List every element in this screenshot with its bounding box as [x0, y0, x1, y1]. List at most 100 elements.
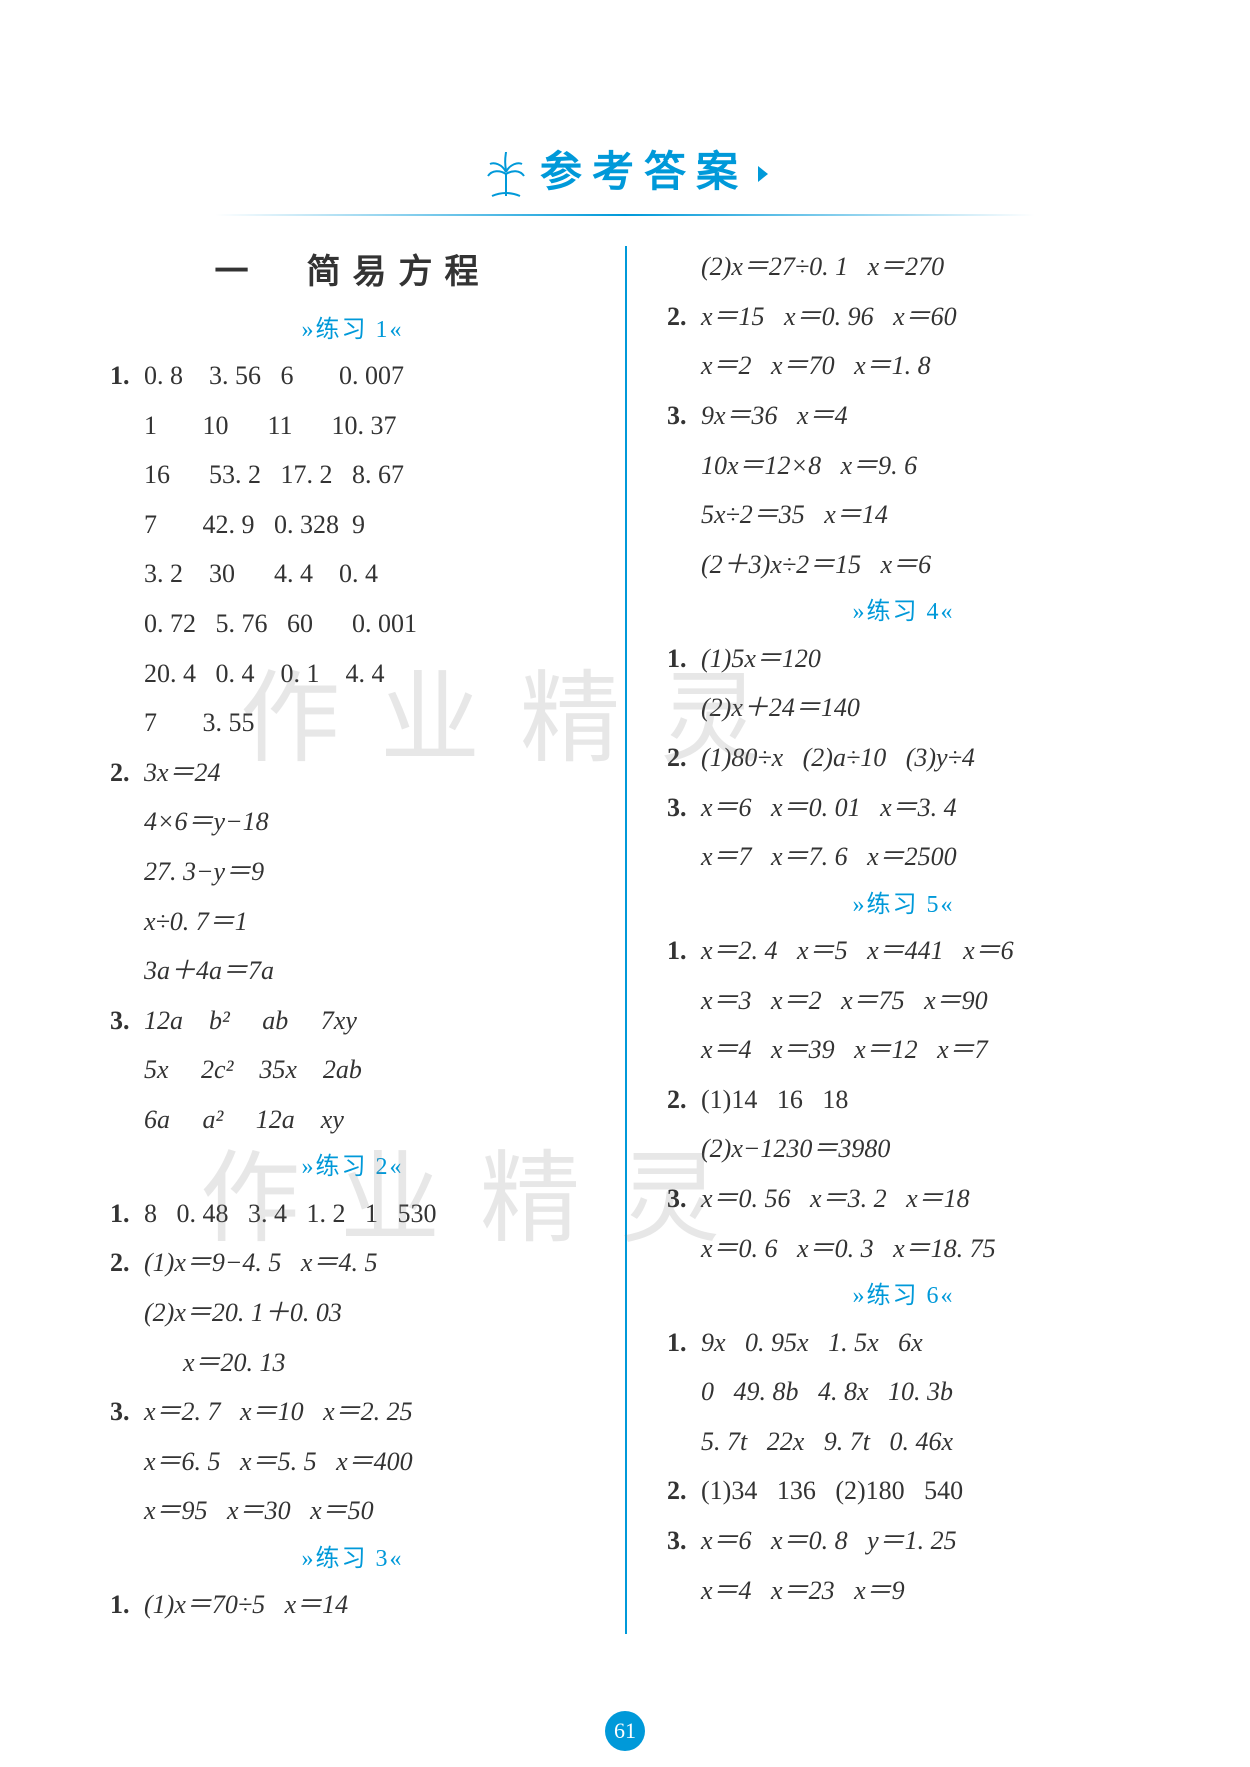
item-number: 1. — [667, 638, 701, 680]
answer-line: (2)x−1230＝3980 — [667, 1128, 1140, 1170]
answer-line: x＝6. 5 x＝5. 5 x＝400 — [110, 1441, 595, 1483]
answer-line: 1.x＝2. 4 x＝5 x＝441 x＝6 — [667, 930, 1140, 972]
answer-line: 3.9x＝36 x＝4 — [667, 395, 1140, 437]
answer-line: (2)x＋24＝140 — [667, 687, 1140, 729]
answer-line: 3.x＝0. 56 x＝3. 2 x＝18 — [667, 1178, 1140, 1220]
answer-text: x＝15 x＝0. 96 x＝60 — [701, 296, 1140, 338]
item-number: 3. — [667, 1520, 701, 1562]
item-number: 2. — [667, 1079, 701, 1121]
answer-line: 7 42. 9 0. 328 9 — [110, 504, 595, 546]
item-number: 3. — [667, 787, 701, 829]
answer-line: 1.0. 8 3. 56 6 0. 007 — [110, 355, 595, 397]
answer-text: x＝20. 13 — [144, 1342, 595, 1384]
answer-line: 10x＝12×8 x＝9. 6 — [667, 445, 1140, 487]
answer-line: 2.3x＝24 — [110, 752, 595, 794]
answer-line: x÷0. 7＝1 — [110, 901, 595, 943]
answer-line: x＝7 x＝7. 6 x＝2500 — [667, 836, 1140, 878]
exercise-label: »练习 4« — [667, 593, 1140, 631]
item-number: 1. — [667, 930, 701, 972]
exercise-label: »练习 3« — [110, 1540, 595, 1578]
answer-line: 3. 2 30 4. 4 0. 4 — [110, 553, 595, 595]
answer-text: (2)x＝20. 1＋0. 03 — [144, 1292, 595, 1334]
answer-text: (2＋3)x÷2＝15 x＝6 — [701, 544, 1140, 586]
answer-text: 16 53. 2 17. 2 8. 67 — [144, 454, 595, 496]
answer-line: 5. 7t 22x 9. 7t 0. 46x — [667, 1421, 1140, 1463]
answer-line: 5x 2c² 35x 2ab — [110, 1049, 595, 1091]
title-wrap: 参考答案 — [482, 140, 768, 207]
answer-text: 10x＝12×8 x＝9. 6 — [701, 445, 1140, 487]
answer-text: 8 0. 48 3. 4 1. 2 1 530 — [144, 1193, 595, 1235]
answer-text: x÷0. 7＝1 — [144, 901, 595, 943]
answer-line: 3.12a b² ab 7xy — [110, 1000, 595, 1042]
answer-text: 7 3. 55 — [144, 702, 595, 744]
answer-line: (2＋3)x÷2＝15 x＝6 — [667, 544, 1140, 586]
answer-text: 3. 2 30 4. 4 0. 4 — [144, 553, 595, 595]
answer-line: 1.(1)5x＝120 — [667, 638, 1140, 680]
answer-text: 3a＋4a＝7a — [144, 950, 595, 992]
answer-line: 3.x＝6 x＝0. 01 x＝3. 4 — [667, 787, 1140, 829]
answer-text: x＝3 x＝2 x＝75 x＝90 — [701, 980, 1140, 1022]
answer-text: 5x÷2＝35 x＝14 — [701, 494, 1140, 536]
answer-text: x＝0. 56 x＝3. 2 x＝18 — [701, 1178, 1140, 1220]
answer-text: (2)x＋24＝140 — [701, 687, 1140, 729]
answer-line: 3a＋4a＝7a — [110, 950, 595, 992]
item-number: 3. — [667, 395, 701, 437]
answer-text: x＝95 x＝30 x＝50 — [144, 1490, 595, 1532]
answer-line: x＝3 x＝2 x＝75 x＝90 — [667, 980, 1140, 1022]
item-number: 2. — [110, 1242, 144, 1284]
exercise-label: »练习 6« — [667, 1277, 1140, 1315]
answer-line: 5x÷2＝35 x＝14 — [667, 494, 1140, 536]
right-column: (2)x＝27÷0. 1 x＝2702.x＝15 x＝0. 96 x＝60x＝2… — [625, 246, 1160, 1634]
answer-line: x＝20. 13 — [110, 1342, 595, 1384]
answer-text: x＝2. 7 x＝10 x＝2. 25 — [144, 1391, 595, 1433]
answer-text: x＝2. 4 x＝5 x＝441 x＝6 — [701, 930, 1140, 972]
content-columns: 一 简易方程 »练习 1«1.0. 8 3. 56 6 0. 0071 10 1… — [0, 236, 1250, 1634]
answer-line: 2.x＝15 x＝0. 96 x＝60 — [667, 296, 1140, 338]
exercise-label: »练习 2« — [110, 1148, 595, 1186]
answer-line: 20. 4 0. 4 0. 1 4. 4 — [110, 653, 595, 695]
answer-line: 3.x＝6 x＝0. 8 y＝1. 25 — [667, 1520, 1140, 1562]
answer-line: (2)x＝27÷0. 1 x＝270 — [667, 246, 1140, 288]
answer-line: 2.(1)34 136 (2)180 540 — [667, 1470, 1140, 1512]
answer-line: 1.9x 0. 95x 1. 5x 6x — [667, 1322, 1140, 1364]
item-number: 3. — [667, 1178, 701, 1220]
item-number: 2. — [667, 1470, 701, 1512]
item-number: 2. — [110, 752, 144, 794]
answer-text: (1)34 136 (2)180 540 — [701, 1470, 1140, 1512]
answer-line: x＝0. 6 x＝0. 3 x＝18. 75 — [667, 1228, 1140, 1270]
answer-text: 5x 2c² 35x 2ab — [144, 1049, 595, 1091]
answer-text: 0. 8 3. 56 6 0. 007 — [144, 355, 595, 397]
answer-line: 16 53. 2 17. 2 8. 67 — [110, 454, 595, 496]
answer-text: 9x＝36 x＝4 — [701, 395, 1140, 437]
answer-line: 6a a² 12a xy — [110, 1099, 595, 1141]
answer-text: 5. 7t 22x 9. 7t 0. 46x — [701, 1421, 1140, 1463]
answer-line: 7 3. 55 — [110, 702, 595, 744]
answer-text: x＝0. 6 x＝0. 3 x＝18. 75 — [701, 1228, 1140, 1270]
section-title: 一 简易方程 — [110, 246, 595, 300]
answer-text: 3x＝24 — [144, 752, 595, 794]
answer-line: 2.(1)14 16 18 — [667, 1079, 1140, 1121]
answer-line: 1.8 0. 48 3. 4 1. 2 1 530 — [110, 1193, 595, 1235]
answer-line: x＝95 x＝30 x＝50 — [110, 1490, 595, 1532]
answer-text: 27. 3−y＝9 — [144, 851, 595, 893]
answer-text: x＝7 x＝7. 6 x＝2500 — [701, 836, 1140, 878]
answer-text: 4×6＝y−18 — [144, 801, 595, 843]
exercise-label: »练习 5« — [667, 886, 1140, 924]
item-number: 3. — [110, 1391, 144, 1433]
answer-line: 3.x＝2. 7 x＝10 x＝2. 25 — [110, 1391, 595, 1433]
page-number: 61 — [605, 1711, 645, 1751]
answer-text: x＝4 x＝39 x＝12 x＝7 — [701, 1029, 1140, 1071]
answer-text: (2)x−1230＝3980 — [701, 1128, 1140, 1170]
answer-text: (1)x＝70÷5 x＝14 — [144, 1584, 595, 1626]
palm-tree-icon — [482, 150, 530, 198]
answer-line: 4×6＝y−18 — [110, 801, 595, 843]
answer-text: x＝6 x＝0. 01 x＝3. 4 — [701, 787, 1140, 829]
page-title: 参考答案 — [540, 140, 748, 207]
answer-text: 7 42. 9 0. 328 9 — [144, 504, 595, 546]
answer-text: (1)5x＝120 — [701, 638, 1140, 680]
answer-text: (1)x＝9−4. 5 x＝4. 5 — [144, 1242, 595, 1284]
answer-line: x＝2 x＝70 x＝1. 8 — [667, 345, 1140, 387]
triangle-right-icon — [758, 166, 768, 182]
answer-line: 27. 3−y＝9 — [110, 851, 595, 893]
item-number: 3. — [110, 1000, 144, 1042]
